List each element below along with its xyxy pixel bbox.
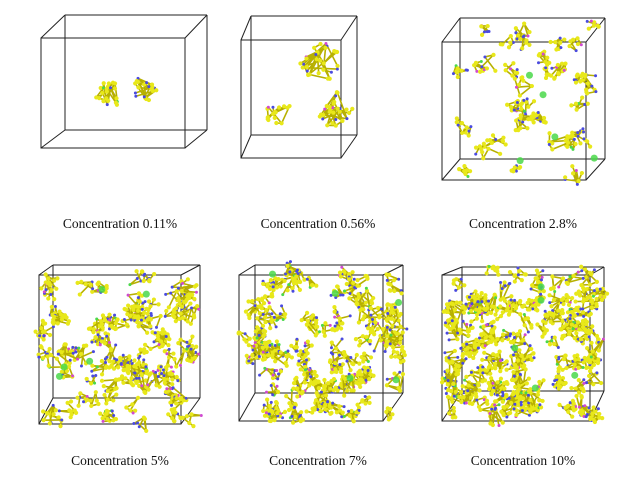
molecule-clusters bbox=[439, 264, 610, 428]
panel-caption: Concentration 0.56% bbox=[260, 216, 376, 231]
simulation-box-5 bbox=[439, 264, 610, 428]
panel-caption: Concentration 2.8% bbox=[469, 216, 577, 231]
box-edges bbox=[240, 15, 358, 159]
simulation-box-2 bbox=[441, 17, 606, 186]
panel-caption: Concentration 5% bbox=[71, 453, 169, 468]
molecule-clusters bbox=[94, 76, 159, 107]
panel-4: Concentration 7% bbox=[223, 243, 413, 473]
molecule-clusters bbox=[236, 260, 409, 425]
panel-2: Concentration 2.8% bbox=[428, 0, 618, 231]
box-edges bbox=[441, 17, 606, 181]
panel-caption: Concentration 10% bbox=[470, 453, 576, 468]
panel-5: Concentration 10% bbox=[428, 243, 618, 473]
panel-3: Concentration 5% bbox=[25, 243, 215, 473]
simulation-box-1 bbox=[240, 15, 358, 159]
molecule-clusters bbox=[451, 19, 601, 186]
simulation-box-0 bbox=[40, 14, 208, 149]
box-edges bbox=[40, 14, 208, 149]
molecule-clusters bbox=[265, 41, 355, 128]
panel-caption: Concentration 0.11% bbox=[62, 216, 178, 231]
molecule-clusters bbox=[33, 269, 203, 433]
panel-0: Concentration 0.11% bbox=[25, 0, 215, 231]
simulation-box-3 bbox=[33, 264, 203, 433]
panel-caption: Concentration 7% bbox=[269, 453, 367, 468]
panel-1: Concentration 0.56% bbox=[223, 0, 413, 231]
simulation-box-4 bbox=[236, 260, 409, 425]
